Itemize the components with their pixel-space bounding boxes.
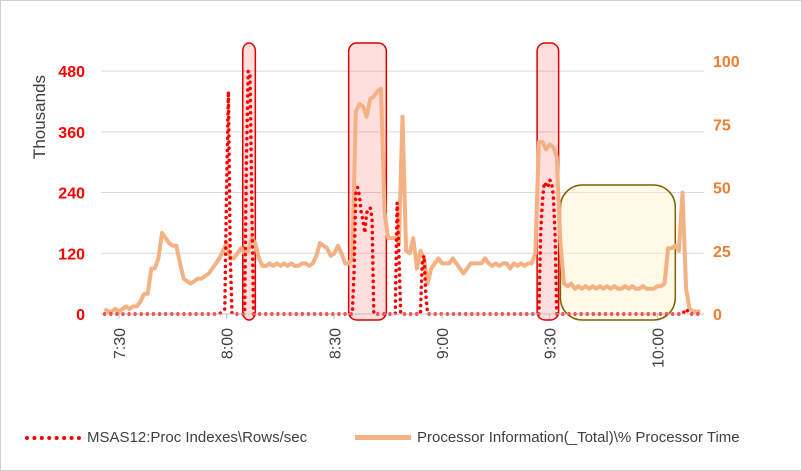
x-tick-label: 10:00 — [650, 328, 667, 368]
highlight-regions — [242, 42, 677, 321]
series-line-rows-per-sec — [102, 69, 703, 316]
chart-svg: 0 120 240 360 480 0 25 50 75 100 7:30 8:00 8:30 9:00 9… — [30, 42, 740, 368]
left-tick-label: 360 — [58, 125, 85, 142]
series-layer — [102, 69, 703, 316]
legend-label: Processor Information(_Total)\% Processo… — [417, 429, 740, 446]
legend: MSAS12:Proc Indexes\Rows/sec Processor I… — [1, 421, 801, 461]
x-tick-label: 7:30 — [112, 328, 129, 359]
left-tick-label: 120 — [58, 246, 85, 263]
right-tick-label: 100 — [713, 54, 740, 71]
legend-swatch-dotted — [25, 435, 81, 440]
right-tick-label: 25 — [713, 244, 731, 261]
right-tick-label: 75 — [713, 117, 731, 134]
legend-item-rows-per-sec: MSAS12:Proc Indexes\Rows/sec — [25, 429, 307, 446]
x-tick-label: 8:00 — [220, 328, 237, 359]
left-tick-label: 240 — [58, 186, 85, 203]
highlight-region-red — [347, 42, 388, 321]
series-line-processor-time — [103, 86, 701, 314]
highlight-region-tan — [559, 184, 677, 321]
left-tick-label: 0 — [76, 307, 85, 324]
legend-swatch-solid — [355, 435, 411, 440]
axes: 0 120 240 360 480 0 25 50 75 100 7:30 8:00 8:30 9:00 9… — [58, 54, 740, 368]
legend-item-processor-time: Processor Information(_Total)\% Processo… — [355, 429, 740, 446]
legend-label: MSAS12:Proc Indexes\Rows/sec — [87, 429, 308, 446]
y-axis-title: Thousands — [30, 75, 49, 159]
left-tick-label: 480 — [58, 64, 85, 81]
x-tick-label: 9:30 — [543, 328, 560, 359]
x-tick-label: 8:30 — [327, 328, 344, 359]
right-tick-label: 0 — [713, 307, 722, 324]
x-tick-label: 9:00 — [435, 328, 452, 359]
right-tick-label: 50 — [713, 181, 731, 198]
